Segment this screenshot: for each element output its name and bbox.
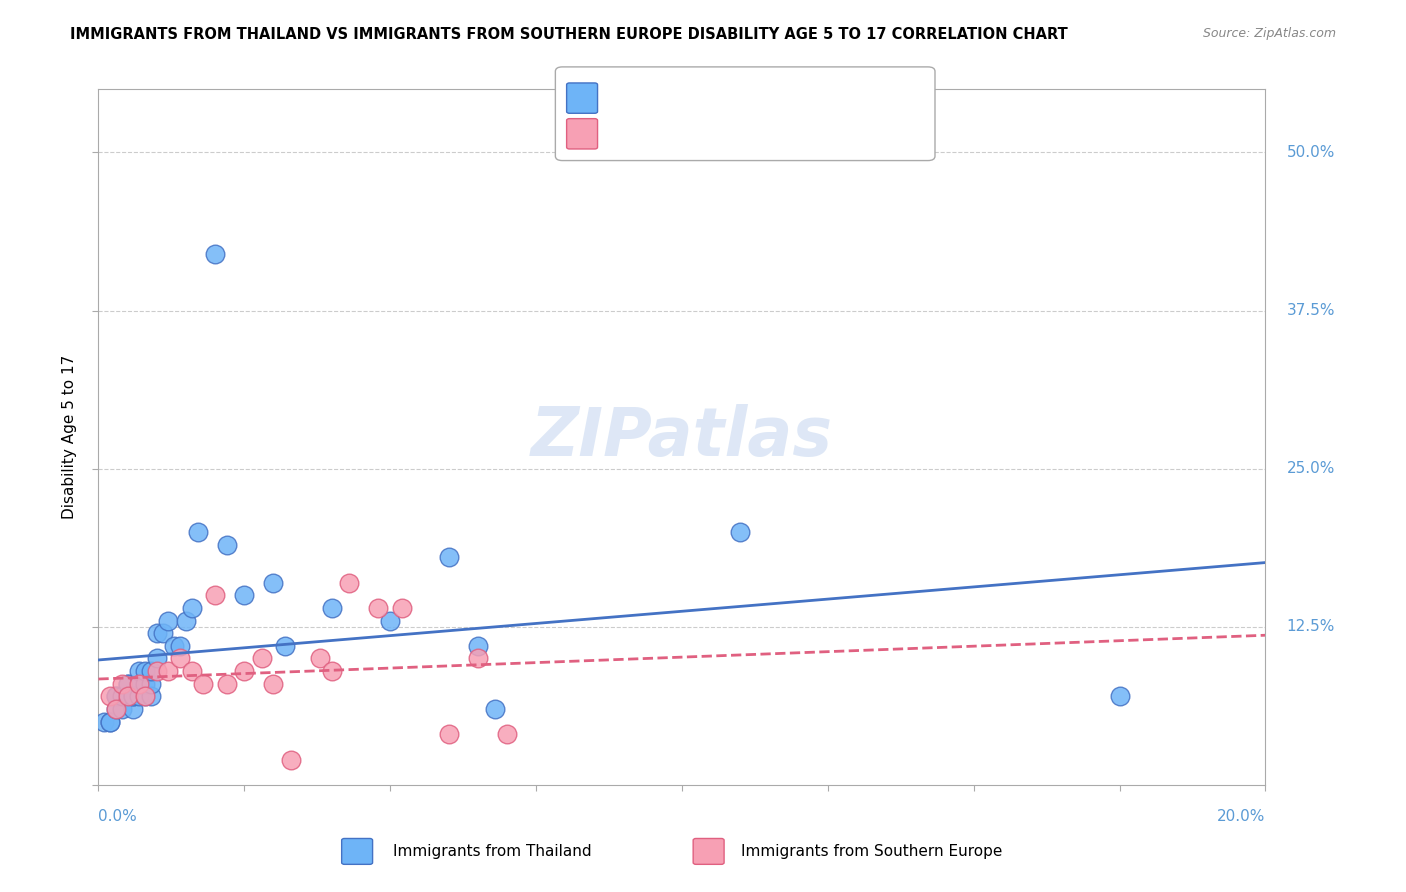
Point: [437, 550, 460, 565]
Point: [169, 639, 191, 653]
Text: IMMIGRANTS FROM THAILAND VS IMMIGRANTS FROM SOUTHERN EUROPE DISABILITY AGE 5 TO : IMMIGRANTS FROM THAILAND VS IMMIGRANTS F…: [70, 27, 1069, 42]
Point: [262, 677, 284, 691]
Point: [117, 690, 139, 704]
Point: [467, 639, 489, 653]
Point: [174, 614, 197, 628]
Point: [98, 714, 121, 729]
Text: 25.0%: 25.0%: [1286, 461, 1334, 476]
Text: R = 0.216: R = 0.216: [605, 89, 688, 107]
Point: [163, 639, 186, 653]
Point: [128, 677, 150, 691]
Y-axis label: Disability Age 5 to 17: Disability Age 5 to 17: [62, 355, 77, 519]
Point: [134, 690, 156, 704]
Text: Immigrants from Southern Europe: Immigrants from Southern Europe: [741, 845, 1002, 859]
Point: [104, 702, 127, 716]
Point: [321, 600, 343, 615]
Text: 20.0%: 20.0%: [1218, 809, 1265, 823]
Text: 50.0%: 50.0%: [1286, 145, 1334, 160]
Point: [728, 524, 751, 539]
Point: [233, 664, 256, 678]
Point: [139, 664, 162, 678]
Point: [98, 690, 121, 704]
Point: [152, 626, 174, 640]
Point: [367, 600, 389, 615]
Point: [437, 727, 460, 741]
Point: [134, 690, 156, 704]
Point: [117, 677, 139, 691]
Point: [128, 690, 150, 704]
Point: [337, 575, 360, 590]
Point: [204, 246, 226, 260]
Point: [122, 690, 145, 704]
Point: [146, 651, 169, 665]
Point: [467, 651, 489, 665]
Point: [122, 702, 145, 716]
Point: [1108, 690, 1130, 704]
Point: [204, 588, 226, 602]
Text: Source: ZipAtlas.com: Source: ZipAtlas.com: [1202, 27, 1336, 40]
Point: [280, 753, 302, 767]
Point: [274, 639, 297, 653]
Text: 0.0%: 0.0%: [98, 809, 138, 823]
Point: [122, 690, 145, 704]
Point: [262, 575, 284, 590]
Point: [169, 651, 191, 665]
Point: [157, 664, 180, 678]
Point: [128, 677, 150, 691]
Point: [128, 664, 150, 678]
Point: [215, 538, 238, 552]
Point: [104, 690, 127, 704]
Point: [111, 690, 134, 704]
Point: [117, 690, 139, 704]
Text: N = 44: N = 44: [773, 89, 831, 107]
Point: [111, 702, 134, 716]
Point: [309, 651, 332, 665]
Point: [233, 588, 256, 602]
Point: [134, 664, 156, 678]
Point: [146, 664, 169, 678]
Point: [193, 677, 215, 691]
Point: [157, 614, 180, 628]
Point: [495, 727, 517, 741]
Point: [215, 677, 238, 691]
Point: [187, 524, 209, 539]
Point: [321, 664, 343, 678]
Text: ZIPatlas: ZIPatlas: [531, 404, 832, 470]
Point: [104, 690, 127, 704]
Point: [111, 677, 134, 691]
Point: [180, 600, 202, 615]
Point: [139, 690, 162, 704]
Text: R = 0.485: R = 0.485: [605, 125, 688, 143]
Point: [98, 714, 121, 729]
Text: 37.5%: 37.5%: [1286, 303, 1334, 318]
Point: [117, 677, 139, 691]
Point: [93, 714, 115, 729]
Text: Immigrants from Thailand: Immigrants from Thailand: [392, 845, 592, 859]
Point: [180, 664, 202, 678]
Point: [378, 614, 402, 628]
Text: 12.5%: 12.5%: [1286, 619, 1334, 634]
Point: [134, 677, 156, 691]
Text: N = 25: N = 25: [773, 125, 831, 143]
Point: [484, 702, 506, 716]
Point: [391, 600, 413, 615]
Point: [139, 677, 162, 691]
Point: [146, 626, 169, 640]
Point: [104, 702, 127, 716]
Point: [250, 651, 273, 665]
